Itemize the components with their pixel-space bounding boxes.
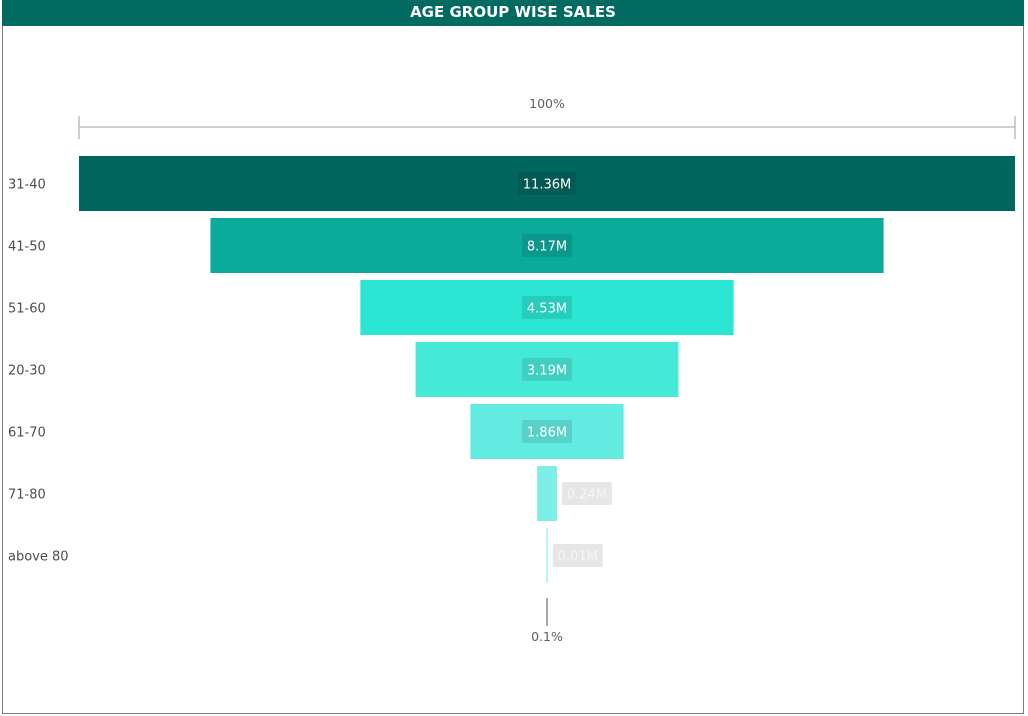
chart-title: AGE GROUP WISE SALES xyxy=(2,0,1024,26)
category-label: 20-30 xyxy=(8,364,46,379)
value-label: 3.19M xyxy=(527,364,567,379)
category-label: 61-70 xyxy=(8,426,46,441)
value-label: 4.53M xyxy=(527,302,567,317)
value-label: 1.86M xyxy=(527,426,567,441)
value-label-box xyxy=(522,420,572,443)
funnel-bar xyxy=(546,528,548,583)
value-label: 11.36M xyxy=(523,178,571,193)
value-label-box xyxy=(518,172,576,195)
bottom-percent-scale: 0.1% xyxy=(531,598,563,644)
bottom-scale-label: 0.1% xyxy=(531,629,563,644)
value-label: 8.17M xyxy=(527,240,567,255)
value-label-box xyxy=(522,234,572,257)
value-label: 0.24M xyxy=(567,488,607,503)
value-label-box xyxy=(561,482,612,505)
value-label-box xyxy=(522,358,572,381)
funnel-bars: 31-40 11.36M 41-50 8.17M 51-60 4.53M 20-30 3.19… xyxy=(8,156,1015,583)
top-scale-label: 100% xyxy=(529,96,565,111)
value-label: 0.01M xyxy=(558,550,598,565)
top-percent-scale: 100% xyxy=(78,96,1016,139)
value-label-box xyxy=(522,296,572,319)
category-label: 71-80 xyxy=(8,488,46,503)
funnel-bar xyxy=(537,466,557,521)
category-label: 31-40 xyxy=(8,178,46,193)
category-label: 51-60 xyxy=(8,302,46,317)
value-label-box xyxy=(552,544,603,567)
category-label: 41-50 xyxy=(8,240,46,255)
category-label: above 80 xyxy=(8,550,69,565)
